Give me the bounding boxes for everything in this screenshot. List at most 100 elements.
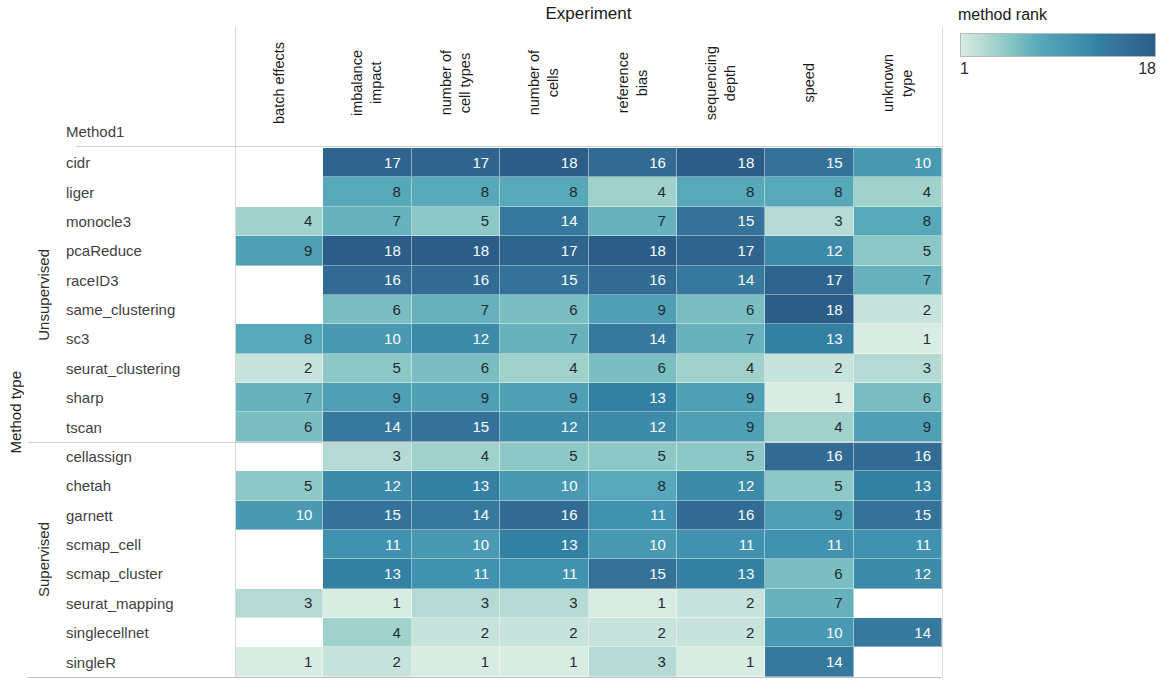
- heatmap-cell[interactable]: 3: [323, 442, 411, 471]
- heatmap-cell[interactable]: 11: [589, 501, 677, 530]
- heatmap-cell[interactable]: 9: [500, 383, 588, 412]
- heatmap-cell[interactable]: 7: [854, 266, 942, 295]
- heatmap-cell[interactable]: 3: [765, 207, 853, 236]
- heatmap-cell[interactable]: 5: [412, 207, 500, 236]
- heatmap-cell[interactable]: 16: [500, 501, 588, 530]
- heatmap-cell[interactable]: 14: [412, 501, 500, 530]
- heatmap-cell[interactable]: 4: [677, 354, 765, 383]
- heatmap-cell[interactable]: 18: [677, 148, 765, 177]
- heatmap-cell[interactable]: 8: [677, 177, 765, 206]
- heatmap-cell[interactable]: 14: [765, 647, 853, 676]
- heatmap-cell[interactable]: 7: [500, 324, 588, 353]
- heatmap-cell[interactable]: 4: [589, 177, 677, 206]
- heatmap-cell[interactable]: 1: [677, 647, 765, 676]
- heatmap-cell[interactable]: 5: [235, 471, 323, 500]
- heatmap-cell[interactable]: 9: [589, 295, 677, 324]
- heatmap-cell[interactable]: 17: [412, 148, 500, 177]
- column-header-reference-bias[interactable]: reference bias: [589, 20, 677, 146]
- heatmap-cell[interactable]: 3: [500, 589, 588, 618]
- column-header-number-of-cell-types[interactable]: number of cell types: [412, 20, 500, 146]
- heatmap-cell[interactable]: 5: [323, 354, 411, 383]
- heatmap-cell[interactable]: 13: [765, 324, 853, 353]
- heatmap-cell[interactable]: 6: [589, 354, 677, 383]
- column-header-imbalance-impact[interactable]: imbalance impact: [323, 20, 411, 146]
- heatmap-cell[interactable]: 9: [677, 383, 765, 412]
- heatmap-cell[interactable]: 10: [854, 148, 942, 177]
- heatmap-cell[interactable]: 9: [765, 501, 853, 530]
- heatmap-cell[interactable]: 15: [854, 501, 942, 530]
- heatmap-cell[interactable]: 5: [854, 236, 942, 265]
- heatmap-cell[interactable]: 5: [765, 471, 853, 500]
- heatmap-cell[interactable]: 10: [500, 471, 588, 500]
- heatmap-cell[interactable]: 1: [235, 647, 323, 676]
- heatmap-cell[interactable]: 2: [500, 618, 588, 647]
- heatmap-cell[interactable]: 9: [412, 383, 500, 412]
- heatmap-cell[interactable]: 11: [854, 530, 942, 559]
- column-header-speed[interactable]: speed: [765, 20, 853, 146]
- heatmap-cell[interactable]: 16: [854, 442, 942, 471]
- heatmap-cell[interactable]: 2: [765, 354, 853, 383]
- column-header-sequencing-depth[interactable]: sequencing depth: [677, 20, 765, 146]
- heatmap-cell[interactable]: 4: [323, 618, 411, 647]
- heatmap-cell[interactable]: 12: [412, 324, 500, 353]
- heatmap-cell[interactable]: 13: [412, 471, 500, 500]
- heatmap-cell[interactable]: 2: [323, 647, 411, 676]
- heatmap-cell[interactable]: 1: [323, 589, 411, 618]
- heatmap-cell[interactable]: 9: [323, 383, 411, 412]
- heatmap-cell[interactable]: 9: [677, 412, 765, 441]
- heatmap-cell[interactable]: 8: [500, 177, 588, 206]
- heatmap-cell[interactable]: 14: [854, 618, 942, 647]
- heatmap-cell[interactable]: 7: [235, 383, 323, 412]
- heatmap-cell[interactable]: 6: [235, 412, 323, 441]
- heatmap-cell[interactable]: 5: [589, 442, 677, 471]
- heatmap-cell[interactable]: 7: [323, 207, 411, 236]
- heatmap-cell[interactable]: 1: [854, 324, 942, 353]
- heatmap-cell[interactable]: 15: [589, 559, 677, 588]
- heatmap-cell[interactable]: 2: [589, 618, 677, 647]
- heatmap-cell[interactable]: 4: [854, 177, 942, 206]
- heatmap-cell[interactable]: 13: [677, 559, 765, 588]
- heatmap-cell[interactable]: 9: [235, 236, 323, 265]
- heatmap-cell[interactable]: 17: [765, 266, 853, 295]
- heatmap-cell[interactable]: 1: [765, 383, 853, 412]
- heatmap-cell[interactable]: 14: [500, 207, 588, 236]
- column-header-unknown-type[interactable]: unknown type: [854, 20, 942, 146]
- heatmap-cell[interactable]: 8: [765, 177, 853, 206]
- heatmap-cell[interactable]: 18: [323, 236, 411, 265]
- heatmap-cell[interactable]: 6: [765, 559, 853, 588]
- heatmap-cell[interactable]: 1: [412, 647, 500, 676]
- heatmap-cell[interactable]: 6: [854, 383, 942, 412]
- legend-gradient-bar[interactable]: [960, 33, 1156, 57]
- heatmap-cell[interactable]: 11: [765, 530, 853, 559]
- heatmap-cell[interactable]: 16: [589, 148, 677, 177]
- heatmap-cell[interactable]: 10: [235, 501, 323, 530]
- heatmap-cell[interactable]: 5: [677, 442, 765, 471]
- heatmap-cell[interactable]: 12: [677, 471, 765, 500]
- heatmap-cell[interactable]: 15: [412, 412, 500, 441]
- heatmap-cell[interactable]: 10: [323, 324, 411, 353]
- heatmap-cell[interactable]: 18: [765, 295, 853, 324]
- heatmap-cell[interactable]: 13: [323, 559, 411, 588]
- heatmap-cell[interactable]: 6: [412, 354, 500, 383]
- heatmap-cell[interactable]: 8: [323, 177, 411, 206]
- heatmap-cell[interactable]: 10: [765, 618, 853, 647]
- heatmap-cell[interactable]: 17: [677, 236, 765, 265]
- column-header-number-of-cells[interactable]: number of cells: [500, 20, 588, 146]
- heatmap-cell[interactable]: 3: [854, 354, 942, 383]
- heatmap-cell[interactable]: 1: [589, 589, 677, 618]
- heatmap-cell[interactable]: 13: [500, 530, 588, 559]
- heatmap-cell[interactable]: 12: [500, 412, 588, 441]
- heatmap-cell[interactable]: 12: [589, 412, 677, 441]
- heatmap-cell[interactable]: 11: [323, 530, 411, 559]
- heatmap-cell[interactable]: 8: [412, 177, 500, 206]
- heatmap-cell[interactable]: 4: [235, 207, 323, 236]
- heatmap-cell[interactable]: 3: [235, 589, 323, 618]
- heatmap-cell[interactable]: 4: [765, 412, 853, 441]
- heatmap-cell[interactable]: 15: [765, 148, 853, 177]
- heatmap-cell[interactable]: 3: [589, 647, 677, 676]
- heatmap-cell[interactable]: 11: [500, 559, 588, 588]
- heatmap-cell[interactable]: 18: [412, 236, 500, 265]
- heatmap-cell[interactable]: 10: [412, 530, 500, 559]
- heatmap-cell[interactable]: 4: [412, 442, 500, 471]
- heatmap-cell[interactable]: 2: [854, 295, 942, 324]
